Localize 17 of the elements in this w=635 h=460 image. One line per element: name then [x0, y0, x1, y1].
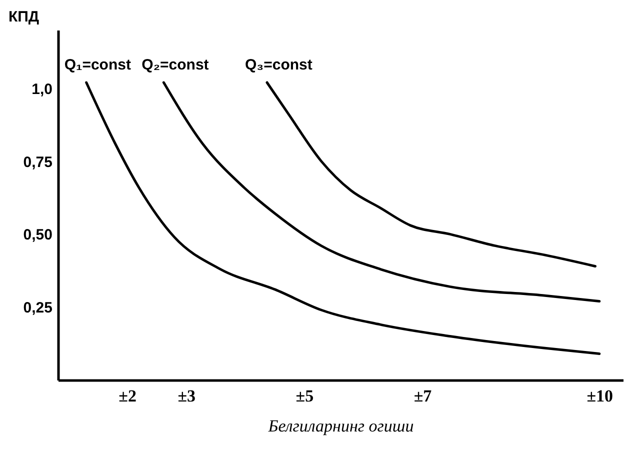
x-tick-label: ±3 [178, 386, 196, 406]
x-tick-label: ±2 [118, 386, 136, 406]
y-tick-label: 0,50 [23, 226, 52, 244]
annotation: Q₂=const [142, 56, 209, 74]
annotation: Q₁=const [64, 56, 131, 74]
x-tick-label: ±10 [586, 386, 614, 406]
y-tick-label: 1,0 [32, 80, 52, 98]
y-tick-label: 0,75 [23, 154, 52, 171]
line-series [162, 81, 601, 302]
x-axis-title: Белгиларнинг огиши [267, 416, 414, 436]
x-tick-label: ±5 [296, 386, 314, 406]
annotation: Q₃=const [244, 56, 312, 74]
x-tick-label: ±7 [414, 386, 432, 406]
line-series [266, 81, 596, 268]
y-axis-title: КПД [8, 8, 40, 26]
line-series [85, 81, 601, 355]
y-tick-label: 0,25 [23, 300, 52, 317]
